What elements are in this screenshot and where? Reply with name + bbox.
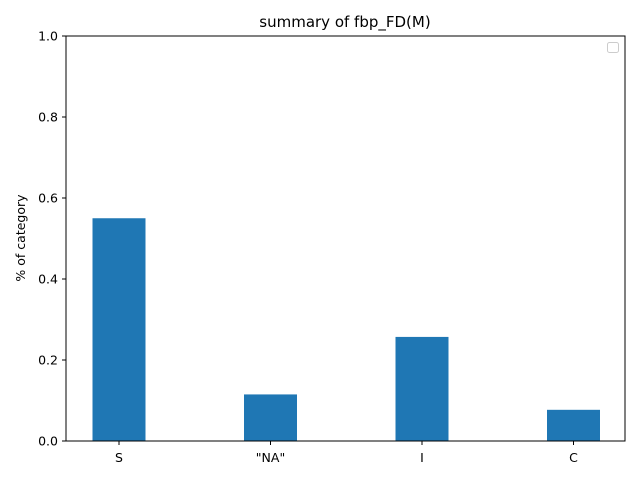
legend-box	[607, 42, 619, 53]
y-axis-label: % of category	[13, 194, 28, 282]
bar-1	[244, 394, 297, 441]
x-tick-label: "NA"	[256, 450, 285, 465]
x-tick-label: S	[115, 450, 123, 465]
y-ticks-group: 0.0 0.2 0.4 0.6 0.8 1.0	[38, 29, 66, 449]
y-tick-label: 0.8	[38, 110, 58, 125]
bars-group	[92, 218, 600, 441]
x-ticks-group: S "NA" I C	[115, 441, 578, 465]
y-tick-label: 1.0	[38, 29, 58, 44]
chart-title: summary of fbp_FD(M)	[259, 13, 430, 32]
y-tick-label: 0.2	[38, 353, 58, 368]
y-tick-label: 0.4	[38, 272, 58, 287]
x-tick-label: I	[420, 450, 424, 465]
x-tick-label: C	[569, 450, 578, 465]
bar-3	[547, 409, 600, 441]
bar-0	[92, 218, 146, 441]
y-tick-label: 0.6	[38, 191, 58, 206]
plot-frame	[65, 35, 626, 442]
bar-2	[395, 336, 449, 441]
y-tick-label: 0.0	[38, 434, 58, 449]
